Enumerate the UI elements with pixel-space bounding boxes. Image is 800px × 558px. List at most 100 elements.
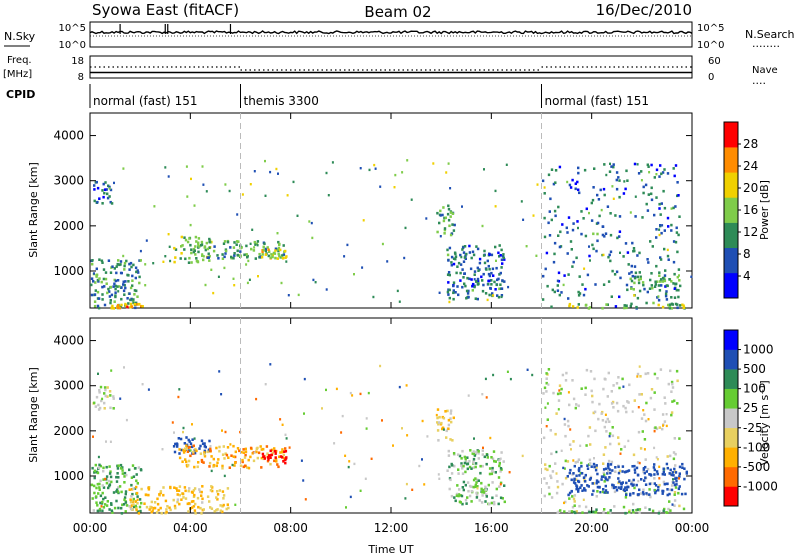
heatmap-cell [351,394,354,397]
heatmap-cell [611,469,614,472]
heatmap-cell [673,174,676,178]
heatmap-cell [640,179,643,182]
heatmap-cell [594,510,598,514]
heatmap-cell [116,304,120,307]
heatmap-cell [118,485,122,488]
heatmap-cell [673,483,677,487]
heatmap-cell [584,489,587,492]
heatmap-cell [596,193,599,197]
heatmap-cell [117,506,120,510]
heatmap-cell [208,240,211,244]
heatmap-cell [129,302,133,306]
heatmap-cell [97,455,100,459]
heatmap-cell [472,461,475,465]
heatmap-cell [266,459,270,463]
heatmap-cell [217,257,220,260]
heatmap-cell [633,249,636,253]
heatmap-cell [464,457,467,461]
heatmap-cell [201,165,204,168]
heatmap-cell [560,387,563,391]
heatmap-cell [656,472,659,476]
heatmap-cell [607,466,610,470]
heatmap-cell [475,245,478,248]
heatmap-cell [661,413,665,416]
heatmap-cell [302,479,305,482]
heatmap-cell [591,394,594,398]
heatmap-cell [164,255,167,258]
heatmap-cell [488,467,492,470]
heatmap-cell [591,243,594,247]
heatmap-cell [475,450,478,454]
heatmap-cell [672,206,675,210]
heatmap-cell [595,466,598,469]
heatmap-cell [173,450,177,454]
heatmap-cell [494,471,497,474]
heatmap-cell [256,240,260,243]
heatmap-cell [498,273,501,276]
heatmap-cell [461,285,464,289]
heatmap-cell [582,476,586,479]
heatmap-cell [564,434,567,438]
heatmap-cell [649,240,652,243]
velocity-colorbar-tick-label-3: 25 [743,401,758,415]
heatmap-cell [627,469,631,472]
heatmap-cell [271,451,274,455]
heatmap-cell [267,458,270,461]
heatmap-cell [480,275,483,279]
heatmap-cell [447,423,451,427]
heatmap-cell [492,274,495,277]
heatmap-cell [109,188,113,192]
heatmap-cell [625,493,628,496]
heatmap-cell [194,511,197,515]
heatmap-cell [108,472,112,475]
heatmap-cell [568,471,571,475]
heatmap-cell [632,288,635,291]
heatmap-cell [577,490,580,493]
heatmap-cell [212,291,215,295]
xtick-label-5: 20:00 [574,521,609,535]
heatmap-cell [625,304,628,307]
heatmap-cell [676,402,679,405]
heatmap-cell [557,399,561,402]
heatmap-cell [107,259,111,262]
heatmap-cell [110,369,113,372]
heatmap-cell [138,281,141,285]
heatmap-cell [277,248,280,251]
heatmap-cell [436,421,438,424]
heatmap-cell [468,459,471,463]
heatmap-cell [169,486,172,490]
freq-tick-bottom: 8 [78,72,84,83]
heatmap-cell [633,471,637,474]
heatmap-cell [555,491,559,495]
heatmap-cell [173,431,175,434]
heatmap-cell [589,510,593,514]
heatmap-cell [473,437,475,440]
heatmap-cell [130,265,133,269]
heatmap-cell [281,257,285,260]
heatmap-cell [670,280,673,283]
heatmap-cell [573,504,576,507]
heatmap-cell [564,459,567,463]
heatmap-cell [463,455,466,459]
heatmap-cell [544,267,547,271]
heatmap-cell [488,502,491,506]
heatmap-cell [284,249,287,253]
heatmap-cell [176,498,180,501]
heatmap-cell [490,283,493,286]
heatmap-cell [95,273,99,277]
heatmap-cell [448,296,451,300]
heatmap-cell [108,465,111,468]
heatmap-cell [606,303,609,306]
heatmap-cell [183,447,187,450]
heatmap-cell [93,401,96,405]
heatmap-cell [464,498,468,502]
heatmap-cell [567,297,570,300]
heatmap-cell [209,489,213,492]
heatmap-cell [102,478,105,481]
heatmap-cell [149,505,152,509]
heatmap-cell [620,448,623,451]
heatmap-cell [115,475,118,479]
heatmap-cell [185,444,188,447]
heatmap-cell [595,464,598,467]
heatmap-cell [401,171,404,174]
